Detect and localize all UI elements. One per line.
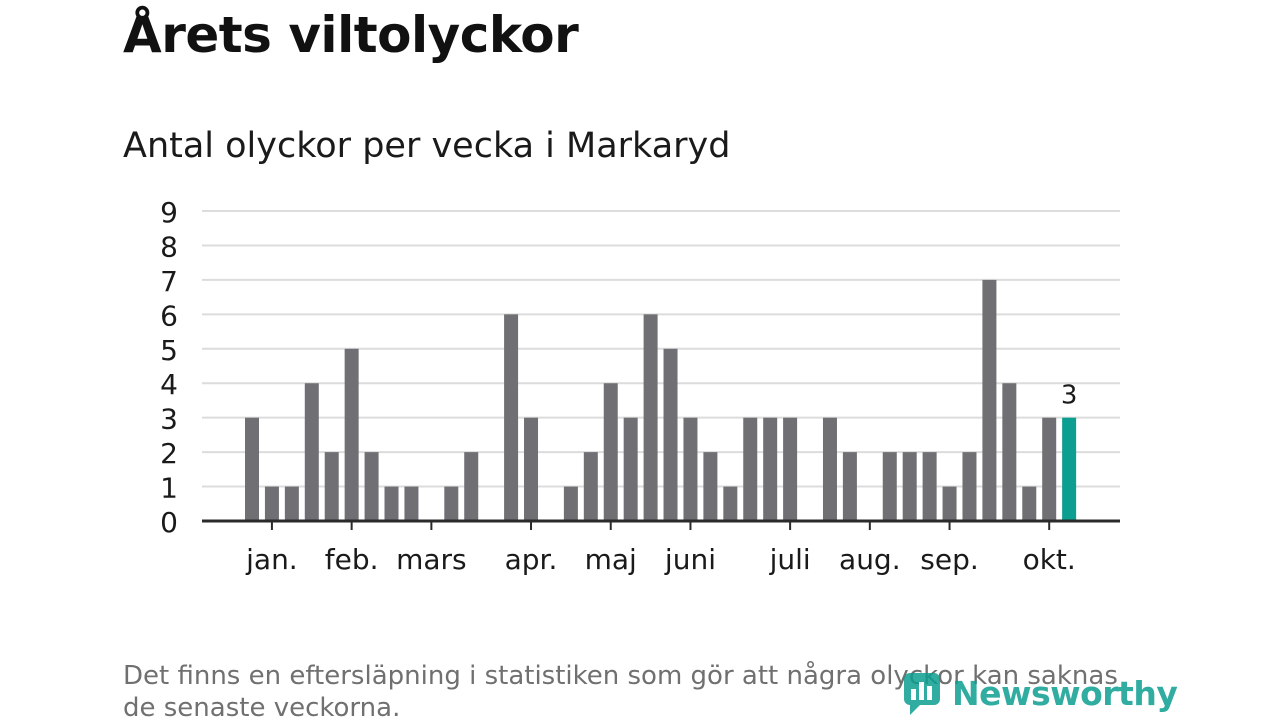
x-tick-label: okt. — [1023, 543, 1076, 576]
bar — [1002, 383, 1017, 521]
x-tick-label: juli — [769, 543, 811, 576]
bar — [842, 452, 857, 521]
bar — [783, 417, 798, 521]
bar — [384, 486, 399, 521]
bar — [882, 452, 897, 521]
x-tick-label: maj — [585, 543, 637, 576]
bar — [324, 452, 339, 521]
bar — [623, 417, 638, 521]
y-tick-label: 9 — [160, 196, 178, 229]
bar — [284, 486, 299, 521]
bar — [683, 417, 698, 521]
bar — [364, 452, 379, 521]
y-tick-label: 3 — [160, 403, 178, 436]
x-tick-label: sep. — [920, 543, 979, 576]
bar — [524, 417, 539, 521]
bar — [763, 417, 778, 521]
bar — [743, 417, 758, 521]
x-tick-label: mars — [396, 543, 467, 576]
bar — [663, 348, 678, 521]
bar — [822, 417, 837, 521]
bar — [1042, 417, 1057, 521]
newsworthy-logo-icon — [904, 673, 940, 715]
bar — [344, 348, 359, 521]
bar — [444, 486, 459, 521]
y-tick-label: 4 — [160, 368, 178, 401]
bar — [723, 486, 738, 521]
x-tick-label: apr. — [505, 543, 558, 576]
bar — [504, 314, 519, 521]
bar — [962, 452, 977, 521]
highlight-bar — [1062, 417, 1077, 521]
y-tick-label: 0 — [160, 506, 178, 539]
bar — [563, 486, 578, 521]
bar — [1022, 486, 1037, 521]
footnote: Det finns en eftersläpning i statistiken… — [123, 661, 1118, 723]
y-tick-label: 5 — [160, 334, 178, 367]
x-tick-label: feb. — [325, 543, 379, 576]
y-tick-label: 1 — [160, 472, 178, 505]
chart-title: Årets viltolyckor — [123, 6, 579, 64]
newsworthy-logo: Newsworthy — [902, 668, 1178, 718]
y-tick-label: 7 — [160, 265, 178, 298]
bar — [982, 279, 997, 521]
bar — [304, 383, 319, 521]
data-label: 3 — [1061, 381, 1078, 411]
chart-subtitle: Antal olyckor per vecka i Markaryd — [123, 126, 731, 166]
bar — [603, 383, 618, 521]
bar — [922, 452, 937, 521]
x-tick-label: jan. — [245, 543, 298, 576]
x-tick-label: aug. — [839, 543, 901, 576]
x-tick-label: juni — [664, 543, 716, 576]
bar — [464, 452, 479, 521]
bar — [245, 417, 259, 521]
bar — [264, 486, 279, 521]
newsworthy-logo-text: Newsworthy — [952, 673, 1178, 713]
y-tick-label: 2 — [160, 437, 178, 470]
bar — [902, 452, 917, 521]
bar — [404, 486, 419, 521]
y-tick-label: 6 — [160, 299, 178, 332]
bar — [703, 452, 718, 521]
bar — [583, 452, 598, 521]
bar — [942, 486, 957, 521]
bar — [643, 314, 658, 521]
y-tick-label: 8 — [160, 230, 178, 263]
